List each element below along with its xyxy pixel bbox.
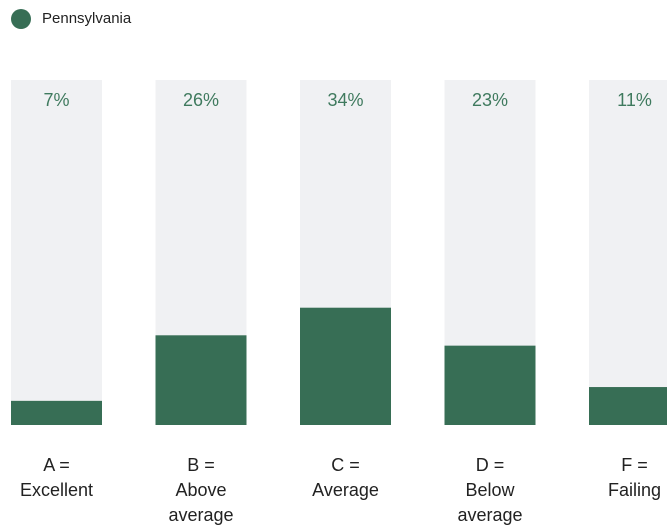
legend-label: Pennsylvania <box>42 10 132 27</box>
value-label: 11% <box>617 90 652 110</box>
bar-track <box>11 80 102 425</box>
value-label: 7% <box>43 90 69 110</box>
value-label: 34% <box>327 90 363 110</box>
bar <box>444 345 536 425</box>
x-tick-label: F = Failing <box>608 455 661 500</box>
bar <box>155 335 247 425</box>
bar <box>11 400 102 425</box>
bar <box>589 387 667 425</box>
value-label: 26% <box>183 90 219 110</box>
bar-track <box>589 80 667 425</box>
x-tick-label: D = Below average <box>457 455 522 525</box>
bar <box>300 307 391 425</box>
value-label: 23% <box>472 90 508 110</box>
x-tick-label: B = Above average <box>168 455 233 525</box>
legend-swatch <box>11 9 31 29</box>
x-tick-label: A = Excellent <box>20 455 93 500</box>
x-tick-label: C = Average <box>312 455 379 500</box>
